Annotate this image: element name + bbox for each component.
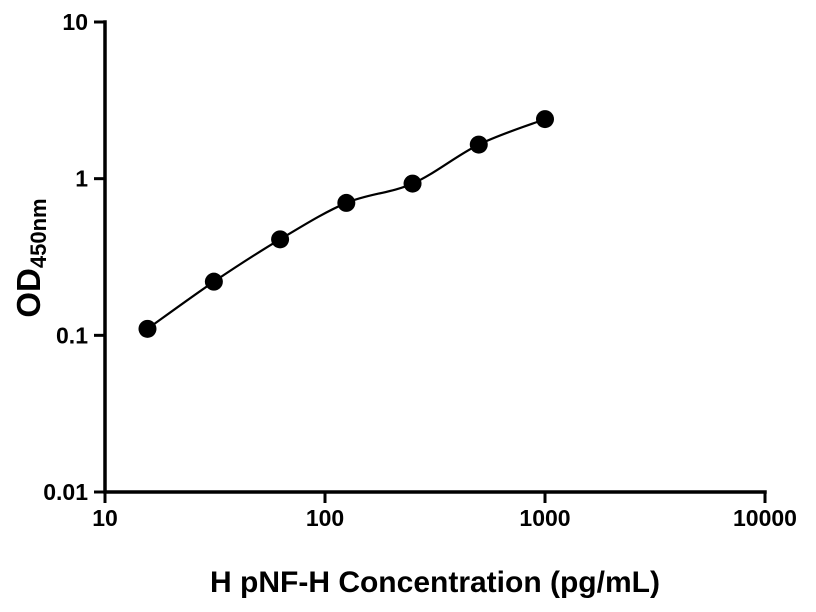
x-tick-label: 1000 bbox=[519, 505, 570, 531]
x-axis-title: H pNF-H Concentration (pg/mL) bbox=[210, 566, 660, 599]
y-axis-title-main: OD bbox=[10, 268, 47, 318]
y-tick-label: 1 bbox=[75, 166, 88, 192]
y-tick-label: 0.1 bbox=[56, 322, 88, 348]
y-axis-title-sub: 450nm bbox=[26, 198, 51, 268]
axes-layer: 10 100 1000 10000 0.01 0.1 1 10 bbox=[43, 9, 797, 531]
x-tick-label: 100 bbox=[306, 505, 344, 531]
data-layer bbox=[138, 110, 554, 338]
data-point-marker bbox=[271, 230, 290, 249]
data-point-marker bbox=[138, 319, 157, 338]
data-point-marker bbox=[204, 272, 223, 291]
axis-spines bbox=[103, 20, 767, 494]
data-point-marker bbox=[403, 174, 422, 193]
x-tick-label: 10 bbox=[92, 505, 118, 531]
data-point-marker bbox=[469, 135, 488, 154]
y-axis-title: OD450nm bbox=[10, 198, 51, 317]
y-tick-label: 10 bbox=[62, 9, 88, 35]
y-tick-label: 0.01 bbox=[43, 479, 88, 505]
data-point-marker bbox=[337, 193, 356, 212]
x-tick-label: 10000 bbox=[733, 505, 797, 531]
data-point-marker bbox=[536, 110, 554, 129]
